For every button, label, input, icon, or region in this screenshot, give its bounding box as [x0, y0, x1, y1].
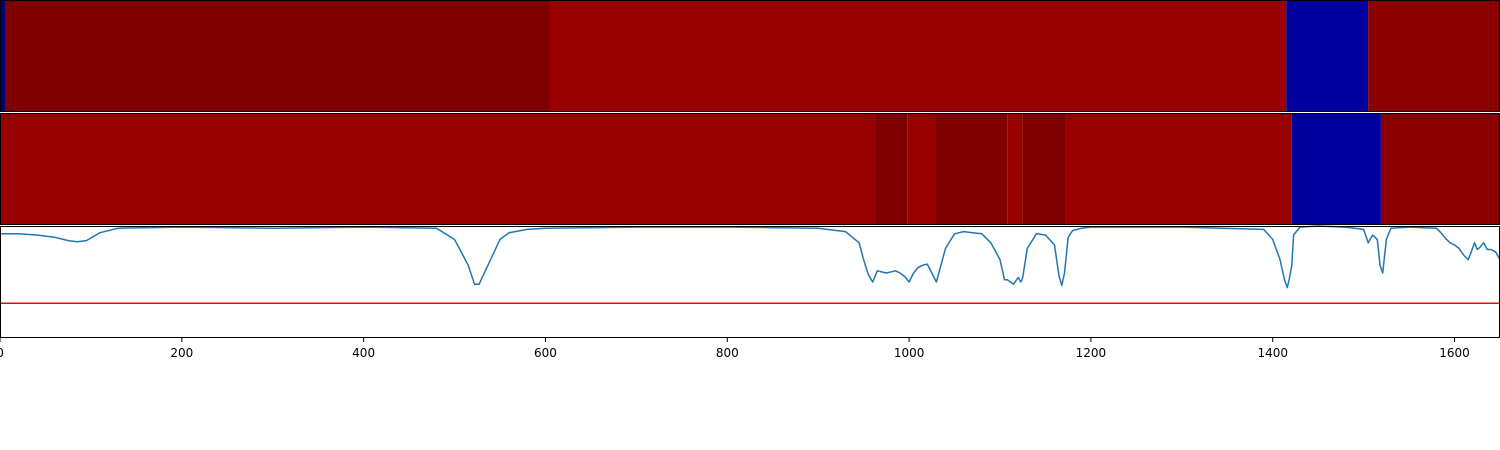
x-axis: 0 200 400 600 800 1000 1200 1400 1600 — [0, 338, 1470, 360]
heatmap-cell — [907, 113, 936, 225]
x-tick-label: 600 — [534, 346, 557, 360]
x-tick-label: 1000 — [894, 346, 925, 360]
x-tick-label: 200 — [170, 346, 193, 360]
heatmap-cell — [1368, 0, 1500, 112]
heatmap-cell — [1065, 113, 1292, 225]
heatmap-panel-middle — [0, 113, 1500, 225]
heatmap-cell — [5, 0, 551, 112]
heatmap-cell — [1291, 113, 1381, 225]
heatmap-cell — [1380, 113, 1500, 225]
heatmap-cell — [875, 113, 908, 225]
x-tick-label: 1400 — [1257, 346, 1288, 360]
plot-background — [0, 226, 1500, 338]
series-line — [0, 225, 1500, 289]
x-tick-label: 1200 — [1076, 346, 1107, 360]
heatmap-cell — [1007, 113, 1023, 225]
heatmap-cell — [1022, 113, 1066, 225]
heatmap-panel-top — [0, 0, 1500, 112]
heatmap-cell — [0, 0, 6, 112]
heatmap-cell — [935, 113, 1008, 225]
line-panel — [0, 225, 1500, 338]
heatmap-cell — [550, 0, 1287, 112]
heatmap-cell — [1286, 0, 1369, 112]
heatmap-cell — [0, 113, 876, 225]
x-tick-label: 400 — [352, 346, 375, 360]
x-tick-label: 800 — [716, 346, 739, 360]
x-tick-label: 1600 — [1439, 346, 1470, 360]
x-tick-label: 0 — [0, 346, 4, 360]
